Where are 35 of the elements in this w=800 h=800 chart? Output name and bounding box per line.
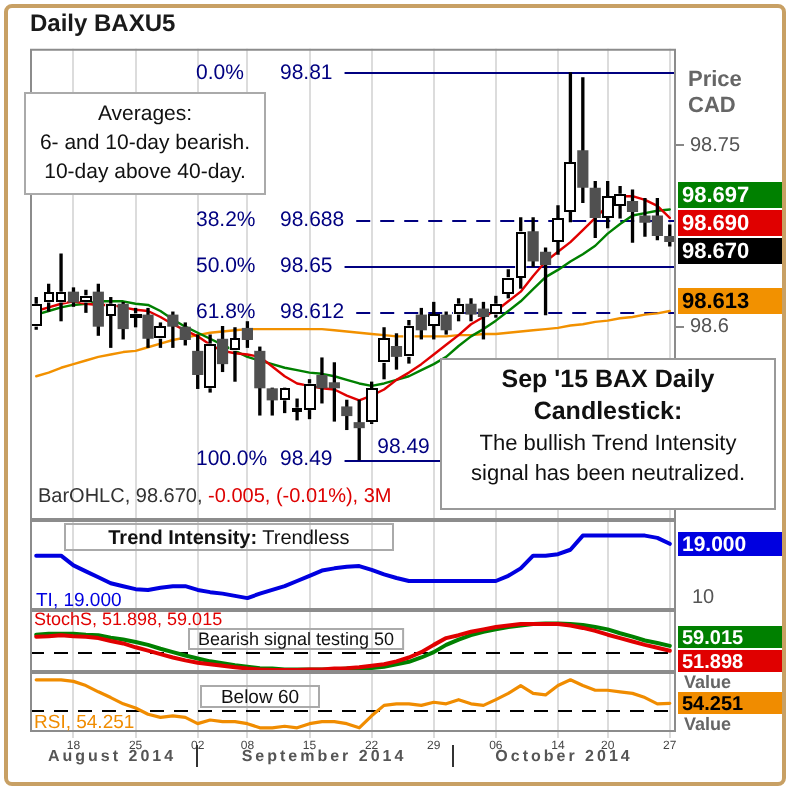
y-axis-title: Price CAD bbox=[688, 67, 742, 118]
annotation: The bullish Trend Intensity signal has been neutralized. bbox=[471, 432, 745, 487]
annotation: TI, 19.000 bbox=[36, 590, 122, 613]
y-axis-title: Value bbox=[684, 713, 732, 734]
text: August 2014 bbox=[47, 747, 177, 766]
annotation: 59.015 bbox=[682, 627, 745, 650]
ref-line-label: 100.0% 98.49 bbox=[196, 447, 333, 472]
annotation: 19.000 bbox=[682, 532, 747, 557]
chart-title: Daily BAXU5 bbox=[30, 9, 177, 38]
annotation: 54.251 bbox=[682, 693, 745, 716]
candlestick bbox=[229, 327, 241, 382]
y-tick-label: 98.75 bbox=[690, 134, 741, 157]
text: 0.0% 98.81 bbox=[196, 60, 333, 85]
data-label: 98.613 bbox=[682, 290, 750, 315]
annotation: Trend Intensity: Trendless bbox=[108, 527, 350, 550]
annotation: Averages: 6- and 10-day bearish. 10-day above 40-day. bbox=[39, 102, 251, 185]
data-label: 98.697 bbox=[682, 184, 750, 209]
annotation: StochS, 51.898, 59.015 bbox=[34, 608, 223, 629]
annotation: 51.898 bbox=[682, 651, 745, 674]
y-tick-label: 98.6 bbox=[690, 316, 730, 339]
annotation: BarOHLC, 98.670, -0.005, (-0.01%), 3M bbox=[38, 485, 392, 508]
ref-line-label: 50.0% 98.65 bbox=[196, 254, 333, 279]
text: 10 bbox=[692, 586, 716, 609]
data-label: 98.690 bbox=[682, 212, 750, 237]
ref-line-label: 38.2% 98.688 bbox=[196, 208, 345, 233]
ref-line-label: 61.8% 98.612 bbox=[196, 299, 345, 324]
text: October 2014 bbox=[495, 747, 633, 766]
annotation: Sep '15 BAX Daily Candlestick: bbox=[501, 364, 715, 425]
annotation: 98.49 bbox=[377, 434, 431, 459]
text: 98.670 bbox=[682, 240, 750, 265]
ref-line-label: Bearish signal testing 50 bbox=[198, 628, 395, 649]
y-axis-title: Value bbox=[684, 671, 732, 692]
text: September 2014 bbox=[241, 747, 407, 766]
annotation: RSI, 54.251 bbox=[34, 712, 135, 735]
ref-line-label: Below 60 bbox=[220, 686, 300, 709]
